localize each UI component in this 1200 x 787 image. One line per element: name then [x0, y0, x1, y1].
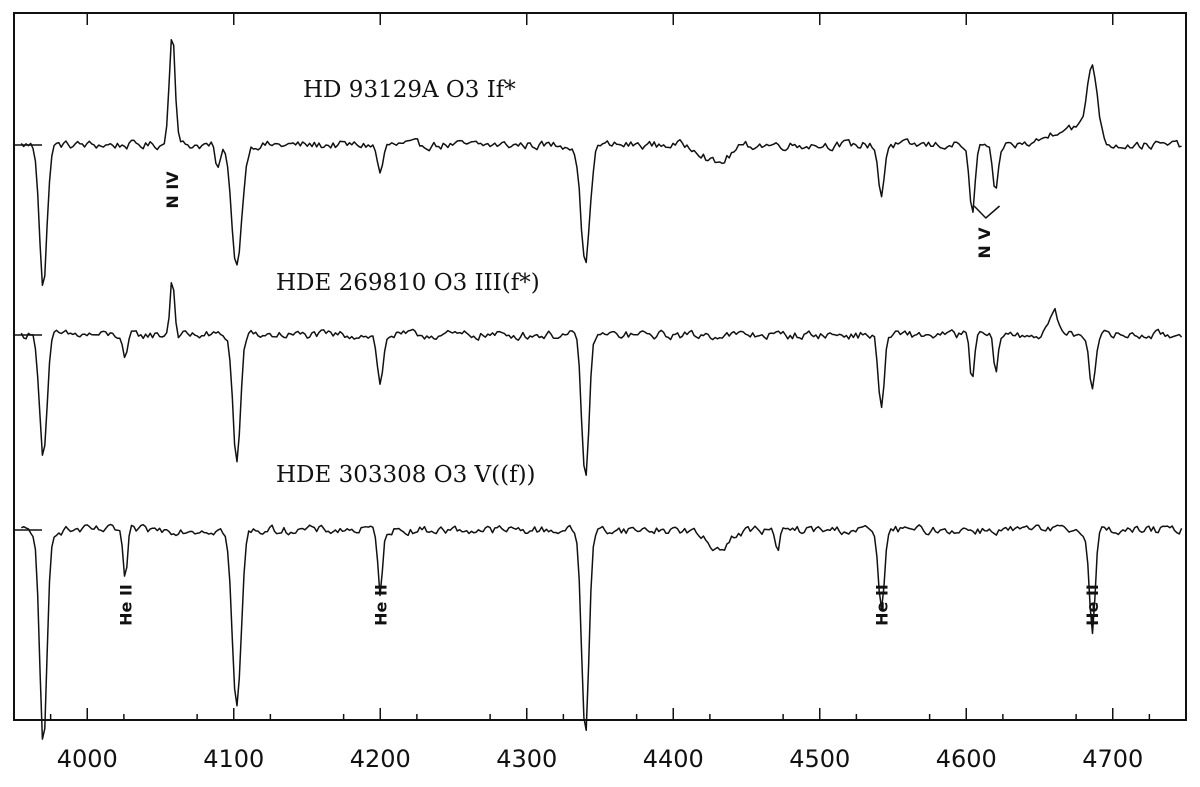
spectra-layer — [14, 39, 1183, 740]
spectrum-line-1 — [20, 39, 1182, 287]
x-tick-label-4700: 4700 — [1082, 745, 1143, 773]
annotation-he-ii-4: He II — [1083, 584, 1102, 626]
x-tick-label-4600: 4600 — [936, 745, 997, 773]
annotation-he-ii-2: He II — [371, 584, 390, 626]
spectrum-line-3 — [20, 523, 1183, 740]
labels-layer: HD 93129A O3 If* HDE 269810 O3 III(f*) HDE… — [116, 77, 1102, 626]
annotation-he-ii-3: He II — [872, 584, 891, 626]
x-tick-label-4000: 4000 — [57, 745, 118, 773]
nv-connector — [973, 205, 1001, 220]
spectrum-line-2 — [20, 282, 1183, 476]
spectrum-label-1: HD 93129A O3 If* — [303, 77, 516, 103]
x-tick-label-4400: 4400 — [643, 745, 704, 773]
annotation-n-v: N V — [975, 227, 994, 259]
x-tick-label-4100: 4100 — [203, 745, 264, 773]
plot-frame — [13, 12, 1187, 721]
x-tick-label-4300: 4300 — [496, 745, 557, 773]
x-tick-label-4200: 4200 — [350, 745, 411, 773]
spectrum-label-3: HDE 303308 O3 V((f)) — [276, 462, 536, 488]
x-tick-label-4500: 4500 — [789, 745, 850, 773]
annotation-n-iv: N IV — [163, 171, 182, 209]
annotation-he-ii-1: He II — [116, 584, 135, 626]
spectrum-label-2: HDE 269810 O3 III(f*) — [276, 270, 540, 296]
x-axis: 4000 4100 4200 4300 4400 4500 4600 4700 — [49, 13, 1151, 773]
